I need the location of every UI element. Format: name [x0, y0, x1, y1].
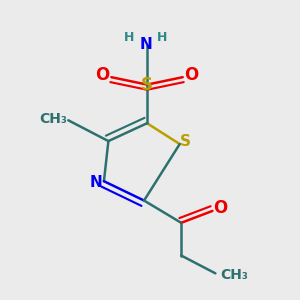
Text: CH₃: CH₃	[220, 268, 248, 282]
Text: N: N	[89, 175, 102, 190]
Text: N: N	[139, 37, 152, 52]
Text: S: S	[141, 76, 153, 94]
Text: O: O	[95, 66, 110, 84]
Text: O: O	[184, 66, 199, 84]
Text: CH₃: CH₃	[39, 112, 67, 126]
Text: S: S	[180, 134, 191, 148]
Text: O: O	[213, 199, 227, 217]
Text: H: H	[124, 31, 134, 44]
Text: H: H	[157, 31, 168, 44]
